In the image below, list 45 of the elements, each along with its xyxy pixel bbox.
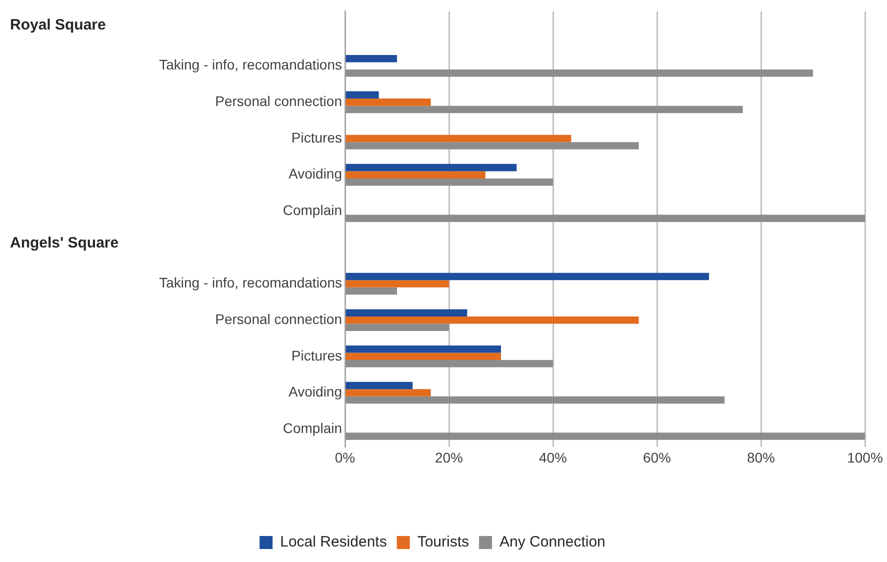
bar bbox=[346, 389, 431, 396]
bar bbox=[346, 346, 501, 353]
bar bbox=[346, 54, 397, 62]
y-tick-label: Complain bbox=[282, 202, 342, 218]
bar bbox=[346, 171, 486, 178]
y-tick-label: Avoiding bbox=[288, 384, 342, 400]
y-tick-label: Taking - info, recomandations bbox=[159, 56, 342, 73]
bar bbox=[346, 106, 743, 114]
bar bbox=[346, 280, 449, 288]
x-tick-label: 100% bbox=[847, 449, 883, 466]
text: Angels' Square bbox=[10, 234, 119, 252]
bar bbox=[346, 70, 813, 77]
x-tick-label: 80% bbox=[746, 449, 776, 466]
legend-label: Local Residents bbox=[280, 534, 387, 551]
y-tick-label: Avoiding bbox=[288, 166, 342, 182]
y-tick-label: Pictures bbox=[291, 347, 342, 364]
x-tick-label: 20% bbox=[434, 449, 464, 466]
y-tick-label: Taking - info, recomandations bbox=[159, 274, 342, 291]
bar bbox=[346, 91, 379, 99]
bar bbox=[346, 324, 449, 331]
bar bbox=[346, 432, 865, 440]
y-tick-label: Complain bbox=[282, 420, 342, 436]
bar bbox=[346, 360, 553, 368]
bar bbox=[346, 272, 709, 280]
bar bbox=[346, 142, 639, 150]
bar bbox=[346, 309, 468, 316]
legend-label: Any Connection bbox=[500, 534, 606, 551]
bar bbox=[346, 396, 725, 404]
bar bbox=[346, 164, 517, 172]
bar bbox=[346, 382, 413, 390]
bar bbox=[346, 178, 553, 186]
bar bbox=[346, 134, 572, 142]
bar bbox=[346, 98, 431, 106]
y-tick-label: Pictures bbox=[291, 129, 342, 146]
x-tick-label: 0% bbox=[334, 449, 356, 466]
text: Royal Square bbox=[10, 16, 106, 34]
x-tick-label: 40% bbox=[538, 449, 568, 466]
bar bbox=[346, 352, 501, 360]
x-tick-label: 60% bbox=[642, 449, 672, 466]
bar bbox=[346, 214, 865, 222]
y-tick-label: Personal connection bbox=[215, 93, 342, 110]
bar bbox=[346, 287, 397, 295]
bar bbox=[346, 316, 639, 324]
legend-label: Tourists bbox=[417, 534, 470, 551]
y-tick-label: Personal connection bbox=[215, 310, 342, 327]
